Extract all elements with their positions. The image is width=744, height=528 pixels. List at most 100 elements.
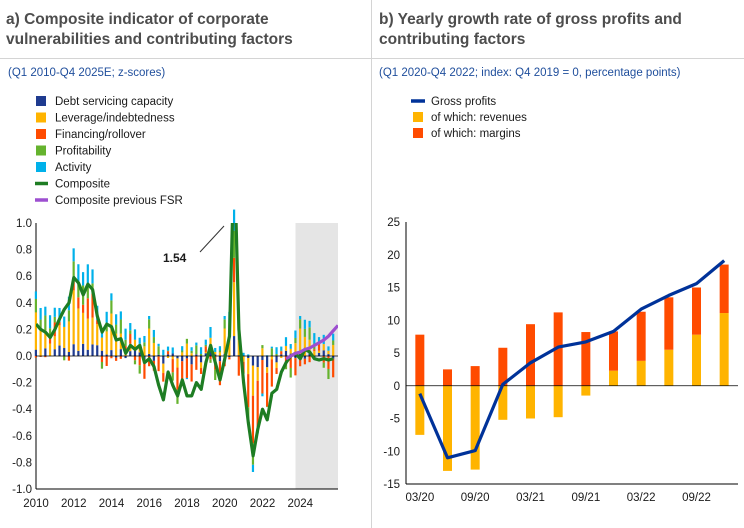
composite-line (36, 223, 334, 458)
panel-a-ytick-label: 0.4 (16, 298, 33, 310)
factor-bar-financing (199, 368, 203, 374)
margins-bar (664, 297, 674, 350)
factor-bar-debt (58, 345, 61, 356)
factor-bar-leverage (303, 336, 306, 356)
factor-bar-leverage (190, 353, 193, 356)
panel-a-xtick-label: 2010 (23, 498, 49, 510)
factor-bar-financing (171, 359, 174, 373)
factor-bar-activity (44, 306, 47, 316)
factor-bar-financing (284, 356, 288, 364)
factor-bar-leverage (294, 343, 297, 356)
factor-bar-debt (280, 354, 283, 356)
panel-a-xtick-label: 2016 (136, 498, 162, 510)
factor-bar-activity (86, 264, 89, 284)
factor-bar-activity (299, 315, 302, 320)
factor-bar-financing (133, 356, 137, 361)
panel-b-ytick-label: 15 (387, 283, 400, 295)
legend-a-label-profitability: Profitability (55, 146, 111, 158)
legend-a-swatch-activity (36, 162, 46, 172)
panel-a-xtick-label: 2020 (212, 498, 238, 510)
factor-bar-profitability (261, 345, 264, 349)
factor-bar-financing (294, 358, 297, 376)
panel-a-ytick-label: 0.8 (16, 245, 32, 257)
factor-bar-leverage (34, 312, 37, 350)
factor-bar-profitability (299, 319, 302, 329)
factor-bar-financing (166, 351, 170, 355)
factor-bar-financing (129, 333, 132, 344)
factor-bar-financing (332, 358, 335, 378)
factor-bar-financing (313, 349, 316, 351)
factor-bar-activity (39, 307, 42, 320)
panel-a-ytick-label: 1.0 (16, 218, 32, 230)
factor-bar-debt (176, 356, 179, 359)
factor-bar-debt (100, 350, 104, 356)
factor-bar-activity (34, 291, 37, 299)
factor-bar-leverage (100, 337, 104, 351)
factor-bar-activity (124, 328, 127, 340)
factor-bar-profitability (34, 298, 37, 313)
legend-b-swatch-financing (413, 128, 423, 138)
factor-bar-financing (256, 380, 259, 428)
factor-bar-leverage (308, 339, 311, 351)
factor-bar-activity (181, 346, 184, 351)
factor-bar-debt (91, 344, 94, 356)
panel-b-subtitle: (Q1 2020-Q4 2022; index: Q4 2019 = 0, pe… (379, 67, 681, 79)
factor-bar-leverage (214, 351, 217, 355)
panel-b-xtick-label: 03/20 (405, 492, 434, 504)
factor-bar-debt (77, 350, 80, 356)
factor-bar-financing (308, 356, 311, 363)
factor-bar-debt (44, 348, 47, 356)
panel-a-title-line2: vulnerabilities and contributing factors (6, 31, 293, 48)
factor-bar-activity (105, 311, 108, 323)
factor-bar-profitability (284, 363, 288, 370)
factor-bar-debt (171, 353, 174, 356)
factor-bar-profitability (157, 346, 160, 355)
factor-bar-debt (190, 356, 193, 365)
factor-bar-leverage (77, 308, 80, 351)
factor-bar-financing (251, 395, 255, 444)
factor-bar-leverage (204, 351, 207, 354)
factor-bar-debt (133, 349, 137, 356)
factor-bar-debt (275, 356, 278, 363)
factor-bar-profitability (322, 362, 325, 368)
factor-bar-activity (294, 330, 297, 338)
factor-bar-profitability (67, 310, 71, 322)
factor-bar-profitability (63, 356, 66, 361)
factor-bar-activity (327, 346, 330, 351)
factor-bar-profitability (53, 316, 56, 323)
revenues-bar (553, 385, 563, 418)
factor-bar-leverage (44, 330, 47, 349)
factor-bar-activity (195, 342, 198, 346)
factor-bar-debt (218, 356, 222, 362)
panel-a-ytick-label: -0.6 (12, 431, 32, 443)
revenues-bar (692, 334, 701, 386)
factor-bar-activity (284, 337, 288, 346)
factor-bar-debt (199, 356, 203, 363)
factor-bar-activity (72, 248, 75, 262)
factor-bar-leverage (218, 352, 222, 356)
factor-bar-profitability (119, 319, 122, 334)
factor-bar-debt (72, 344, 75, 356)
factor-bar-debt (247, 356, 250, 358)
factor-bar-profitability (214, 369, 217, 381)
factor-bar-activity (251, 464, 255, 472)
legend-b-label-gross: Gross profits (431, 96, 496, 108)
factor-bar-debt (185, 356, 188, 359)
factor-bar-leverage (223, 328, 226, 354)
factor-bar-financing (327, 356, 330, 369)
factor-bar-activity (218, 346, 222, 351)
factor-bar-leverage (58, 325, 61, 346)
legend-b-label-financing: of which: margins (431, 128, 521, 140)
factor-bar-profitability (138, 365, 141, 374)
factor-bar-debt (157, 354, 160, 356)
margins-bar (553, 312, 563, 386)
factor-bar-activity (157, 343, 160, 347)
factor-bar-profitability (199, 354, 203, 356)
margins-bar (719, 264, 729, 314)
factor-bar-financing (303, 358, 306, 365)
factor-bar-financing (232, 257, 236, 283)
factor-bar-activity (100, 329, 104, 338)
factor-bar-leverage (284, 345, 288, 351)
factor-bar-activity (209, 326, 212, 338)
